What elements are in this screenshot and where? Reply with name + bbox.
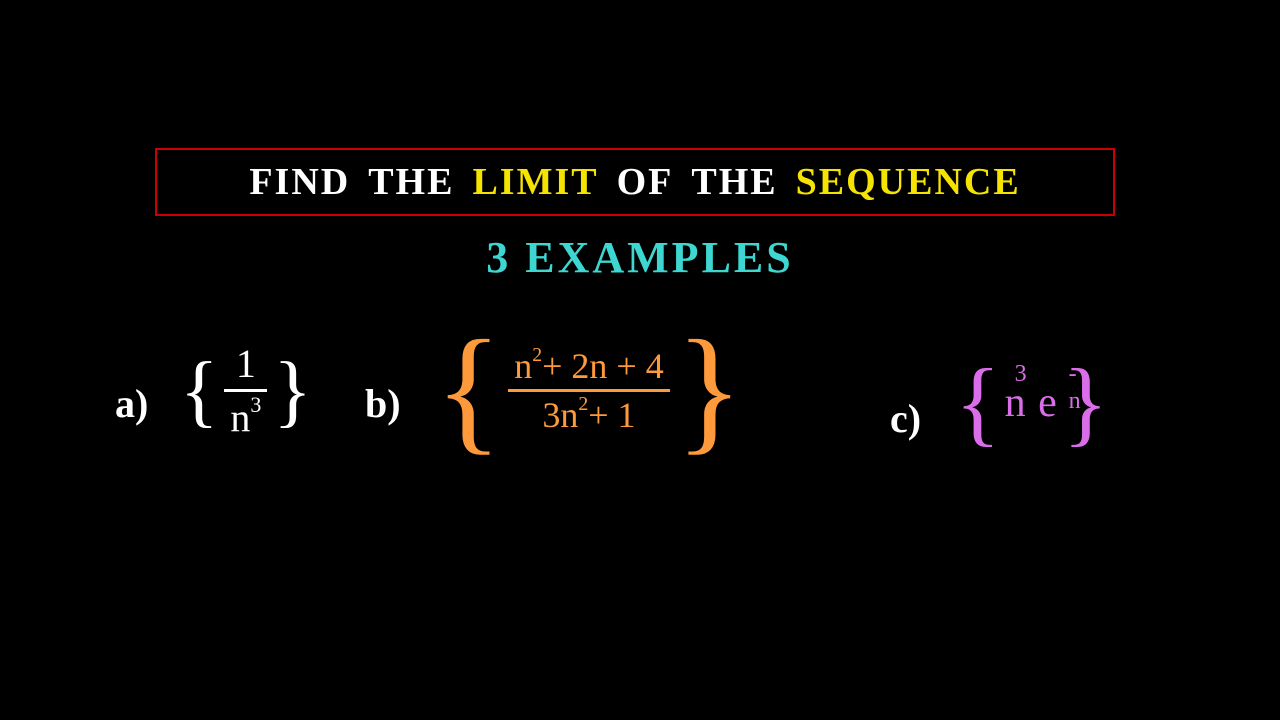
example-a-label: a) <box>115 380 148 427</box>
example-c-expression: 3 -n n e <box>1001 379 1063 427</box>
base-e: e <box>1038 380 1059 426</box>
example-b-numerator: n2+ 2n + 4 <box>508 345 670 389</box>
num-t1-exp: 2 <box>532 344 542 366</box>
title-word-the1: THE <box>368 160 454 204</box>
title-word-limit: LIMIT <box>472 160 598 204</box>
right-brace-icon: } <box>676 320 743 460</box>
example-b-fraction: n2+ 2n + 4 3n2+ 1 <box>508 345 670 436</box>
denom-base: n <box>230 395 250 440</box>
den-t1-exp: 2 <box>578 393 588 415</box>
example-b-denominator: 3n2+ 1 <box>536 392 641 436</box>
example-b: { n2+ 2n + 4 3n2+ 1 } <box>435 320 743 460</box>
example-a-numerator: 1 <box>230 340 262 389</box>
example-b-label: b) <box>365 380 401 427</box>
example-c-label: c) <box>890 395 921 442</box>
den-t1-coeff: 3 <box>542 395 560 435</box>
title-word-the2: THE <box>691 160 777 204</box>
example-c: { 3 -n n e } <box>955 355 1108 450</box>
left-brace-icon: { <box>180 351 218 431</box>
right-brace-icon: } <box>273 351 311 431</box>
num-t1-base: n <box>514 346 532 386</box>
example-a: { 1 n3 } <box>180 340 312 441</box>
left-brace-icon: { <box>435 320 502 460</box>
title-word-find: FIND <box>249 160 350 204</box>
exp-3: 3 <box>1015 361 1027 388</box>
example-a-denominator: n3 <box>224 392 267 441</box>
title-word-of: OF <box>617 160 674 204</box>
example-a-fraction: 1 n3 <box>224 340 267 441</box>
title-word-sequence: SEQUENCE <box>796 160 1021 204</box>
denom-exp: 3 <box>250 392 261 417</box>
den-rest: + 1 <box>588 395 635 435</box>
left-brace-icon: { <box>955 355 1001 450</box>
title-box: FIND THE LIMIT OF THE SEQUENCE <box>155 148 1115 216</box>
exp-neg-n: -n <box>1069 361 1081 415</box>
num-rest: + 2n + 4 <box>542 346 664 386</box>
den-t1-base: n <box>560 395 578 435</box>
subtitle: 3 EXAMPLES <box>486 232 793 283</box>
